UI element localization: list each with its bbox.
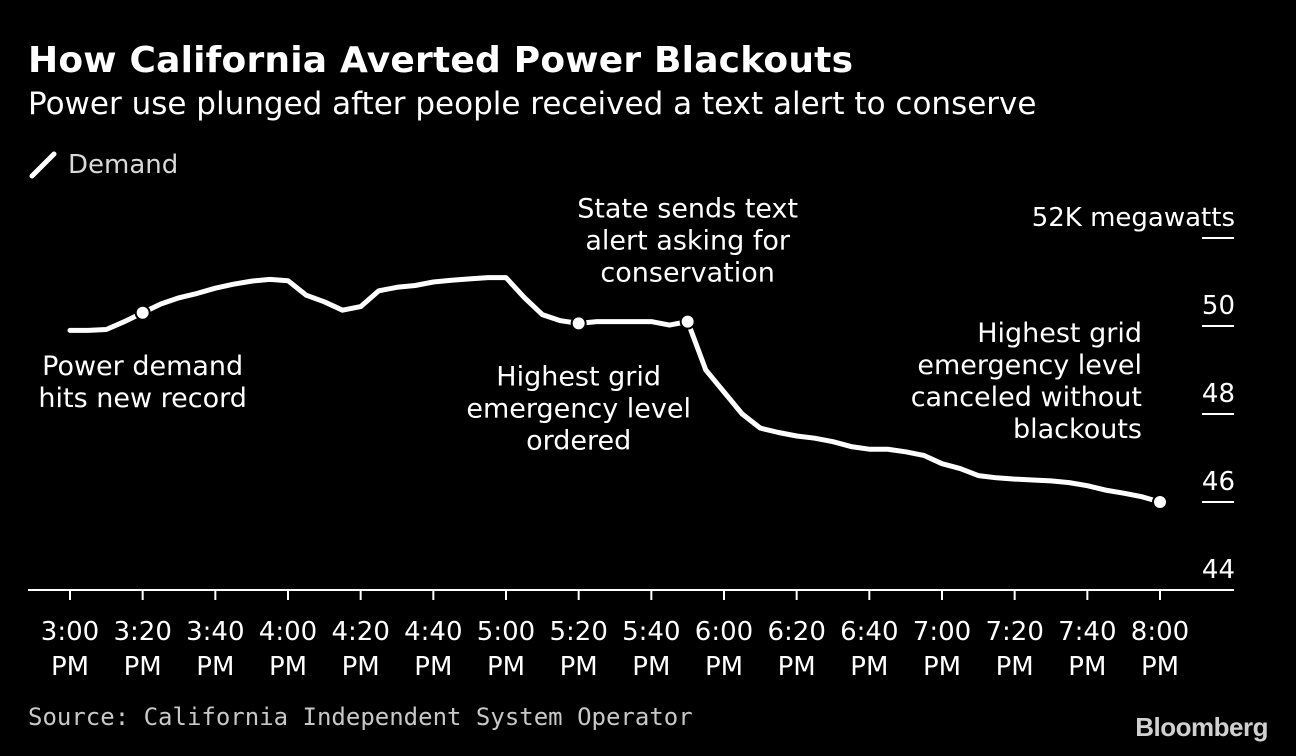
x-tick-label: 5:20 — [549, 617, 607, 647]
source-note: Source: California Independent System Op… — [28, 703, 693, 731]
x-tick-label: PM — [487, 652, 525, 682]
annotation-text: blackouts — [1013, 414, 1142, 445]
annotation-marker — [1152, 494, 1168, 510]
x-tick-label: 5:00 — [477, 617, 535, 647]
y-axis: 44 46 48 50 52K megawatts — [1032, 203, 1235, 585]
x-tick-label: PM — [923, 652, 961, 682]
x-tick-label: 6:20 — [767, 617, 825, 647]
chart-subtitle: Power use plunged after people received … — [28, 86, 1037, 122]
annotation-text: alert asking for — [585, 226, 791, 257]
x-tick-label: PM — [342, 652, 380, 682]
x-tick-label: PM — [414, 652, 452, 682]
x-axis: 3:00 PM 3:20 PM 3:40 PM 4:00 PM 4:20 PM 4:40 PM 5:00… — [28, 589, 1234, 682]
annotation-marker — [570, 315, 587, 332]
x-tick-label: PM — [51, 652, 89, 682]
annotation-text: Highest grid — [977, 318, 1142, 349]
annotation-marker — [679, 313, 696, 330]
series-line-demand — [67, 275, 1163, 505]
y-tick-label: 48 — [1202, 379, 1235, 409]
annotation-text: Power demand — [42, 351, 243, 382]
annotation-text: canceled without — [911, 382, 1142, 413]
y-tick-label: 52K megawatts — [1032, 203, 1235, 233]
x-tick-label: 6:40 — [840, 617, 898, 647]
annotation-text: State sends text — [577, 194, 798, 225]
y-tick-label: 46 — [1202, 467, 1235, 497]
legend-label: Demand — [68, 150, 179, 180]
x-tick-label: PM — [124, 652, 162, 682]
annotation-text: emergency level — [466, 393, 691, 424]
bloomberg-logo: Bloomberg — [1135, 712, 1268, 742]
y-tick-label: 50 — [1202, 291, 1235, 321]
x-tick-label: 5:40 — [622, 617, 680, 647]
annotation-text: Highest grid — [496, 361, 661, 392]
x-tick-label: 3:20 — [113, 617, 171, 647]
series-layer — [67, 275, 1163, 505]
annotation-text: emergency level — [917, 350, 1142, 381]
x-tick-label: 3:40 — [186, 617, 244, 647]
x-tick-label: 4:20 — [331, 617, 389, 647]
x-tick-label: 6:00 — [695, 617, 753, 647]
x-tick-label: 7:20 — [985, 617, 1043, 647]
annotation-text: ordered — [526, 425, 631, 456]
x-tick-label: 7:40 — [1058, 617, 1116, 647]
x-tick-label: PM — [996, 652, 1034, 682]
legend: Demand — [28, 150, 178, 180]
x-tick-label: 3:00 — [41, 617, 99, 647]
x-tick-label: PM — [850, 652, 888, 682]
annotation-text: conservation — [600, 258, 775, 289]
x-tick-label: PM — [1068, 652, 1106, 682]
x-tick-label: 4:40 — [404, 617, 462, 647]
x-tick-label: PM — [560, 652, 598, 682]
x-tick-label: PM — [632, 652, 670, 682]
x-tick-label: PM — [705, 652, 743, 682]
x-tick-label: PM — [196, 652, 234, 682]
annotation-marker — [134, 304, 151, 321]
x-tick-label: PM — [1141, 652, 1179, 682]
x-tick-label: PM — [778, 652, 816, 682]
y-tick-label: 44 — [1202, 555, 1235, 585]
legend-line-icon — [29, 151, 57, 179]
x-tick-label: 4:00 — [259, 617, 317, 647]
chart-title: How California Averted Power Blackouts — [28, 40, 854, 81]
x-tick-label: 7:00 — [913, 617, 971, 647]
x-tick-label: PM — [269, 652, 307, 682]
x-tick-label: 8:00 — [1131, 617, 1189, 647]
annotation-text: hits new record — [38, 383, 247, 414]
